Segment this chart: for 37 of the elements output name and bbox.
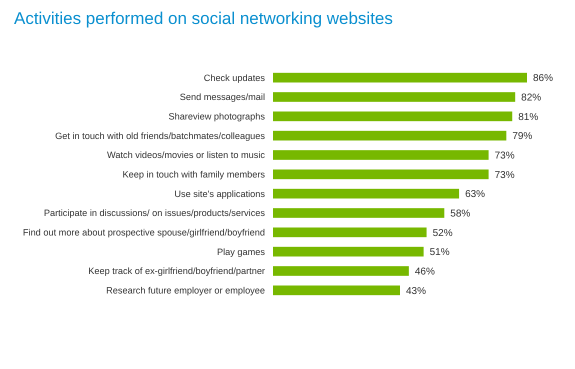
bar	[273, 286, 400, 296]
bar	[273, 150, 489, 160]
y-tick-label: Participate in discussions/ on issues/products/services	[44, 208, 266, 218]
bar	[273, 72, 527, 82]
data-label: 51%	[430, 247, 450, 258]
bar	[273, 130, 506, 140]
bar	[273, 208, 444, 218]
data-label: 86%	[533, 73, 554, 84]
y-tick-label: Watch videos/movies or listen to music	[107, 150, 266, 160]
data-label: 79%	[512, 131, 532, 142]
data-label: 52%	[432, 228, 453, 239]
data-label: 63%	[465, 189, 486, 200]
data-label: 46%	[414, 266, 435, 278]
y-tick-label: Get in touch with old friends/batchmates/colleagues	[55, 130, 266, 141]
y-tick-label: Keep track of ex-girlfriend/boyfriend/partner	[88, 266, 265, 276]
y-tick-label: Shareview photographs	[168, 112, 266, 122]
y-tick-label: Find out more about prospective spouse/girlfriend/boyfriend	[22, 228, 265, 238]
bar	[273, 92, 516, 102]
data-label: 73%	[494, 150, 515, 162]
y-tick-label: Research future employer or employee	[106, 286, 265, 296]
bar	[273, 246, 424, 256]
data-label: 43%	[406, 286, 426, 297]
data-label: 58%	[450, 208, 470, 220]
bar	[273, 112, 512, 122]
bar	[273, 188, 460, 198]
bar	[273, 228, 427, 238]
y-tick-label: Play games	[216, 246, 266, 257]
data-label: 73%	[494, 170, 515, 181]
data-label: 81%	[518, 112, 538, 123]
bar	[273, 170, 489, 180]
y-tick-label: Check updates	[204, 72, 266, 83]
bar	[273, 266, 409, 276]
y-tick-label: Send messages/mail	[180, 92, 265, 102]
y-tick-label: Keep in touch with family members	[122, 170, 266, 180]
y-tick-label: Use site's applications	[174, 188, 266, 199]
chart-title: Activities performed on social networking websites	[14, 9, 393, 28]
data-label: 82%	[521, 92, 542, 104]
